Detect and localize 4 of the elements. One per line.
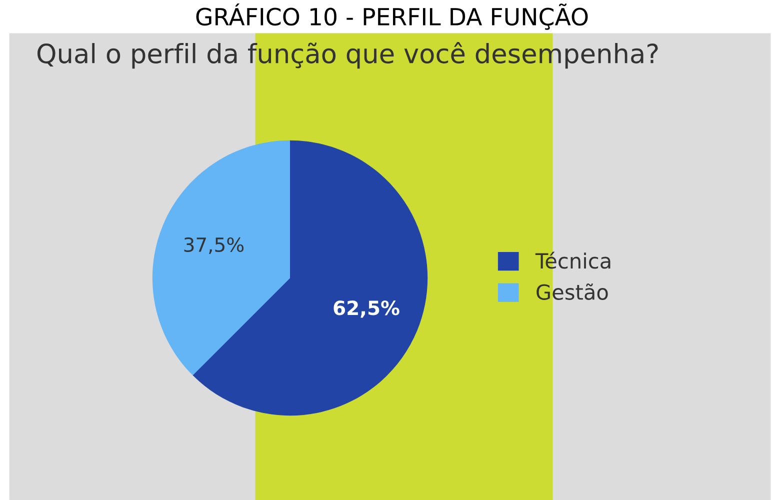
pie-slice	[152, 140, 290, 376]
data-label: 37,5%	[184, 237, 244, 254]
chart-title: GRÁFICO 10 - PERFIL DA FUNÇÃO	[196, 3, 588, 30]
data-label: 62,5%	[334, 300, 400, 318]
